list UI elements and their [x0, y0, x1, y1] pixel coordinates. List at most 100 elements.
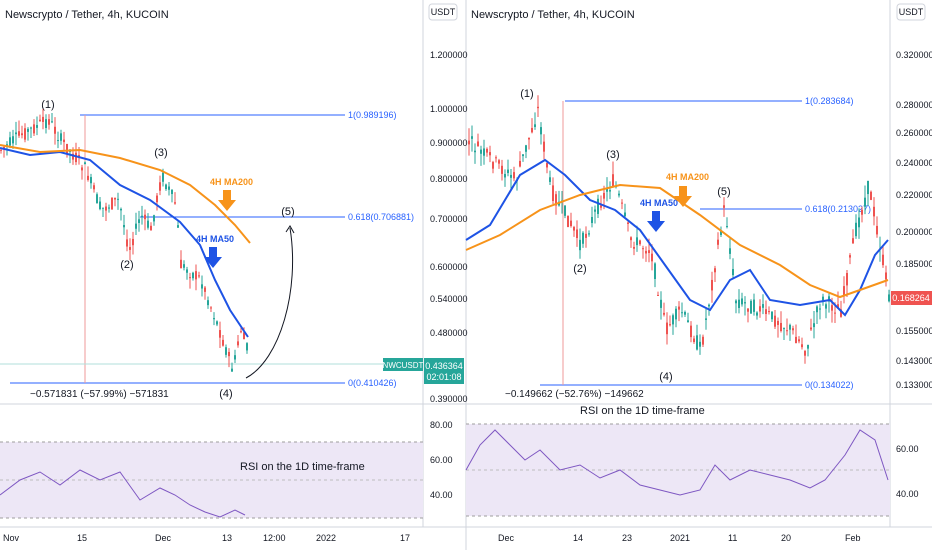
- candle-body: [864, 197, 866, 207]
- candle-body: [543, 141, 545, 152]
- x-tick-label: 2021: [670, 533, 690, 543]
- currency-badge[interactable]: [896, 3, 926, 21]
- candle-body: [135, 223, 137, 229]
- candle-body: [150, 225, 152, 231]
- ma50-annotation: 4H MA50: [640, 198, 678, 208]
- candle-body: [474, 150, 476, 153]
- candle-body: [105, 206, 107, 211]
- candle-body: [711, 279, 713, 291]
- candle-body: [141, 215, 143, 217]
- candle-body: [243, 332, 245, 340]
- candle-body: [84, 162, 86, 165]
- candle-body: [822, 296, 824, 301]
- candle-body: [735, 300, 737, 304]
- x-tick-label: 2022: [316, 533, 336, 543]
- y-tick-label: 0.260000: [896, 128, 932, 138]
- price-tag: [891, 291, 932, 305]
- rsi-label: RSI on the 1D time-frame: [240, 461, 365, 473]
- candle-body: [768, 311, 770, 313]
- candle-body: [795, 336, 797, 344]
- candle-body: [180, 259, 182, 269]
- candle-body: [633, 246, 635, 249]
- x-tick-label: 20: [781, 533, 791, 543]
- candle-body: [852, 238, 854, 244]
- candle-body: [825, 304, 827, 309]
- left-chart-panel: Newscrypto / Tether, 4h, KUCOIN USDT 1.2…: [0, 3, 468, 543]
- fib-level-0-label: 0(0.410426): [348, 378, 397, 388]
- candle-body: [129, 247, 131, 250]
- candle-body: [714, 268, 716, 273]
- price-tag-countdown: 02:01:08: [426, 372, 461, 382]
- candle-body: [483, 148, 485, 156]
- rsi-label: RSI on the 1D time-frame: [580, 405, 705, 417]
- ma200-line: [465, 183, 889, 299]
- candle-body: [786, 330, 788, 332]
- candle-body: [771, 311, 773, 320]
- candle-body: [156, 195, 158, 203]
- candle-body: [21, 133, 23, 136]
- candle-body: [831, 305, 833, 311]
- x-tick-label: 17: [400, 533, 410, 543]
- candle-body: [750, 300, 752, 314]
- price-tag: [424, 358, 464, 384]
- candle-body: [225, 347, 227, 355]
- y-tick-label: 1.200000: [430, 50, 468, 60]
- candle-body: [177, 225, 179, 228]
- candle-body: [861, 209, 863, 215]
- y-axis: 1.200000 1.000000 0.900000 0.800000 0.70…: [430, 50, 468, 404]
- candle-body: [732, 269, 734, 276]
- candle-body: [612, 174, 614, 187]
- projection-arrowhead-icon: [285, 225, 295, 234]
- candle-body: [504, 173, 506, 178]
- candle-body: [153, 215, 155, 222]
- candle-body: [813, 323, 815, 328]
- wave-5-label: (5): [281, 206, 294, 218]
- candle-body: [765, 309, 767, 315]
- candle-body: [759, 306, 761, 312]
- candle-body: [486, 148, 488, 153]
- candle-body: [705, 318, 707, 320]
- candle-body: [669, 324, 671, 326]
- fib-level-0-label: 0(0.134022): [805, 380, 854, 390]
- candle-body: [567, 215, 569, 227]
- wave-4-label: (4): [219, 388, 232, 400]
- candle-body: [204, 287, 206, 292]
- candle-body: [519, 160, 521, 167]
- candle-body: [585, 233, 587, 238]
- currency-badge[interactable]: [428, 3, 458, 21]
- candle-body: [834, 312, 836, 314]
- candle-body: [171, 189, 173, 195]
- candle-body: [15, 132, 17, 135]
- candle-body: [471, 136, 473, 139]
- candle-body: [162, 172, 164, 182]
- candle-body: [876, 225, 878, 235]
- candle-body: [780, 322, 782, 332]
- candle-body: [639, 240, 641, 245]
- candle-body: [870, 191, 872, 200]
- candle-body: [873, 206, 875, 217]
- candle-body: [522, 154, 524, 157]
- candle-body: [570, 220, 572, 227]
- candle-body: [729, 248, 731, 254]
- y-tick-label: 0.540000: [430, 294, 468, 304]
- candle-body: [174, 202, 176, 204]
- candle-body: [783, 328, 785, 330]
- measure-label: −0.571831 (−57.99%) −571831: [30, 389, 169, 400]
- candle-body: [99, 201, 101, 210]
- candle-body: [57, 140, 59, 142]
- fib-level-1-label: 1(0.989196): [348, 110, 397, 120]
- candle-body: [573, 227, 575, 231]
- candle-body: [132, 238, 134, 246]
- price-tag-value: 0.436364: [425, 361, 463, 371]
- symbol-tag: [383, 358, 423, 371]
- wave-1-label: (1): [41, 99, 54, 111]
- candle-body: [528, 137, 530, 140]
- candle-body: [855, 222, 857, 237]
- candle-body: [648, 250, 650, 254]
- y-tick-label: 0.155000: [896, 326, 932, 336]
- candle-body: [807, 344, 809, 349]
- wave-1-label: (1): [520, 88, 533, 100]
- candle-body: [588, 233, 590, 235]
- candle-body: [138, 219, 140, 223]
